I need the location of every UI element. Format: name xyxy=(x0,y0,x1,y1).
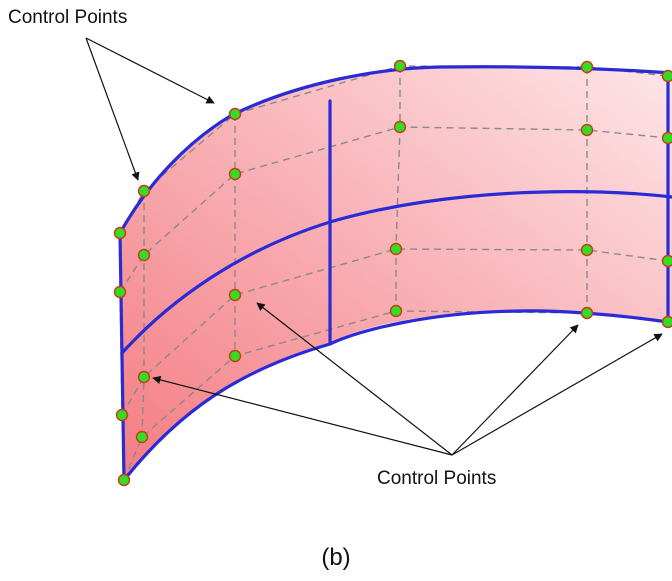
control-point xyxy=(393,120,407,134)
control-point xyxy=(137,248,151,262)
control-point xyxy=(389,242,403,256)
control-net-row xyxy=(121,248,669,416)
figure-caption: (b) xyxy=(321,544,350,571)
bottom-annotation-label: Control Points xyxy=(377,468,496,489)
arrow-bottom-to-point-4 xyxy=(451,333,663,456)
control-point xyxy=(228,349,242,363)
control-point xyxy=(661,69,672,83)
control-point xyxy=(580,123,594,137)
top-boundary-curve xyxy=(118,65,672,235)
control-point xyxy=(393,59,407,73)
control-points xyxy=(113,59,672,487)
control-point xyxy=(580,306,594,320)
control-point xyxy=(137,184,151,198)
left-boundary-curve xyxy=(118,231,126,482)
control-point xyxy=(228,107,242,121)
arrow-bottom-to-point-2 xyxy=(256,302,453,456)
control-point xyxy=(115,408,129,422)
control-point xyxy=(117,473,131,487)
arrow-top-to-net-edge xyxy=(85,37,215,104)
control-net-row xyxy=(119,126,669,293)
control-net xyxy=(119,65,669,481)
middle-iso-curve xyxy=(120,190,672,355)
control-point xyxy=(389,304,403,318)
control-net-column xyxy=(141,191,145,438)
control-net-column xyxy=(395,66,401,311)
control-point xyxy=(661,315,672,329)
annotation-arrows xyxy=(85,37,663,456)
control-point xyxy=(113,226,127,240)
control-point xyxy=(137,370,151,384)
top-annotation-label: Control Points xyxy=(8,7,127,28)
arrow-bottom-to-point-3 xyxy=(451,324,579,456)
control-point xyxy=(135,430,149,444)
arrow-bottom-to-point-1 xyxy=(152,375,453,456)
control-point xyxy=(580,243,594,257)
control-point xyxy=(661,254,672,268)
control-point xyxy=(228,288,242,302)
control-point xyxy=(580,60,594,74)
control-point xyxy=(113,285,127,299)
control-point xyxy=(661,131,672,145)
control-point xyxy=(228,167,242,181)
arrow-top-to-net-corner xyxy=(85,37,140,181)
